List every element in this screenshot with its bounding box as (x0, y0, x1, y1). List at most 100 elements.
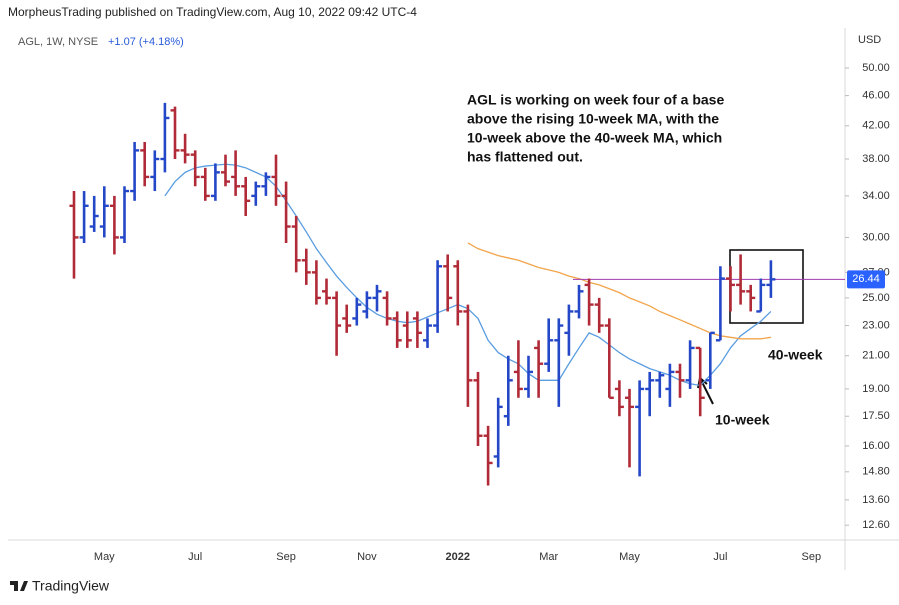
x-tick-label: Jul (713, 551, 727, 563)
label-10-week: 10-week (715, 412, 770, 428)
y-tick-label: 17.50 (862, 410, 890, 422)
y-tick-label: 25.00 (862, 292, 890, 304)
annotation-line: has flattened out. (467, 149, 583, 165)
ohlc-bar (625, 388, 634, 468)
change-legend: +1.07 (+4.18%) (108, 36, 184, 48)
x-tick-label: May (94, 551, 115, 563)
ohlc-bar (564, 304, 574, 356)
ohlc-bar (534, 340, 544, 398)
ohlc-bar (109, 195, 119, 255)
ohlc-bar (443, 254, 453, 312)
ohlc-bar (433, 260, 443, 333)
ohlc-bar (382, 291, 392, 326)
ohlc-bar (584, 278, 594, 326)
ohlc-bar (604, 318, 614, 399)
ohlc-bar (554, 318, 564, 407)
ohlc-bar (221, 154, 230, 187)
x-tick-label: Mar (539, 551, 558, 563)
ohlc-bar (89, 195, 99, 232)
ohlc-bar (655, 371, 665, 398)
currency: USD (858, 34, 881, 46)
ohlc-bar (746, 284, 756, 312)
last-price-tag (847, 270, 885, 289)
y-tick-label: 46.00 (862, 90, 890, 102)
ohlc-bar (180, 133, 190, 164)
ohlc-bar (715, 266, 725, 342)
last-price-label: 26.44 (852, 273, 880, 285)
ohlc-bar (574, 284, 584, 319)
ohlc-bar (544, 318, 554, 372)
x-tick-label: 2022 (446, 551, 470, 563)
symbol-legend: AGL, 1W, NYSE (18, 36, 98, 48)
y-tick-label: 23.00 (862, 319, 890, 331)
ohlc-bar (291, 216, 301, 273)
ohlc-bar (453, 260, 463, 326)
x-tick-label: Nov (357, 551, 377, 563)
tradingview-logo: TradingView (10, 578, 110, 594)
ohlc-bar (170, 106, 180, 159)
ohlc-bar (99, 186, 109, 238)
ohlc-bar (271, 154, 281, 206)
ohlc-bar (695, 346, 705, 417)
ohlc-bar (685, 340, 695, 389)
ohlc-bar (322, 278, 331, 305)
ohlc-bar (200, 167, 210, 201)
ohlc-bar (140, 141, 150, 187)
x-tick-label: Sep (276, 551, 296, 563)
annotation-line: 10-week above the 40-week MA, which (467, 130, 722, 146)
ohlc-bar (362, 291, 372, 319)
ohlc-bar (524, 355, 533, 398)
ohlc-bar (675, 363, 685, 398)
ohlc-bar (473, 371, 483, 446)
ohlc-bar (392, 311, 402, 348)
ohlc-bar (69, 191, 79, 279)
y-tick-label: 38.00 (862, 153, 890, 165)
ohlc-bar (503, 355, 513, 426)
ohlc-bar (332, 291, 342, 356)
x-tick-label: Jul (188, 551, 202, 563)
ohlc-bar (352, 297, 362, 326)
ohlc-bar (665, 363, 675, 407)
x-tick-label: May (619, 551, 640, 563)
ohlc-bar (301, 248, 311, 285)
ohlc-bar (130, 141, 140, 201)
ohlc-bar (210, 163, 220, 201)
annotation-line: above the rising 10-week MA, with the (467, 111, 719, 127)
label-40-week: 40-week (768, 347, 823, 363)
ohlc-bar (79, 191, 89, 243)
ohlc-bar (645, 371, 655, 417)
logo-icon (10, 581, 28, 591)
ohlc-bar (756, 278, 766, 313)
ohlc-bar (705, 331, 715, 389)
ohlc-bar (412, 311, 422, 348)
ohlc-bar (150, 150, 160, 192)
ohlc-bar (463, 304, 473, 407)
ohlc-bar (594, 297, 604, 333)
y-tick-label: 21.00 (862, 350, 890, 362)
y-tick-label: 42.00 (862, 120, 890, 132)
ohlc-bar (251, 181, 261, 206)
footer-brand: TradingView (32, 578, 110, 594)
y-tick-label: 13.60 (862, 494, 890, 506)
ohlc-bar (766, 260, 776, 298)
ohlc-bar (372, 284, 382, 312)
ohlc-bar (342, 304, 352, 333)
ohlc-bar (736, 254, 746, 305)
ohlc-bar (614, 380, 624, 417)
ohlc-bar (726, 266, 735, 312)
ohlc-bar (493, 397, 503, 468)
ohlc-bar (635, 380, 645, 477)
x-tick-label: Sep (802, 551, 822, 563)
ohlc-bar (231, 150, 241, 196)
y-tick-label: 16.00 (862, 440, 890, 452)
ohlc-bar (190, 150, 200, 187)
y-tick-label: 14.80 (862, 466, 890, 478)
y-tick-label: 30.00 (862, 231, 890, 243)
ohlc-bar (120, 186, 129, 243)
ohlc-bar (402, 311, 412, 348)
ohlc-bar (241, 176, 251, 217)
publisher-line: MorpheusTrading published on TradingView… (8, 5, 417, 19)
ohlc-bar (261, 172, 271, 196)
